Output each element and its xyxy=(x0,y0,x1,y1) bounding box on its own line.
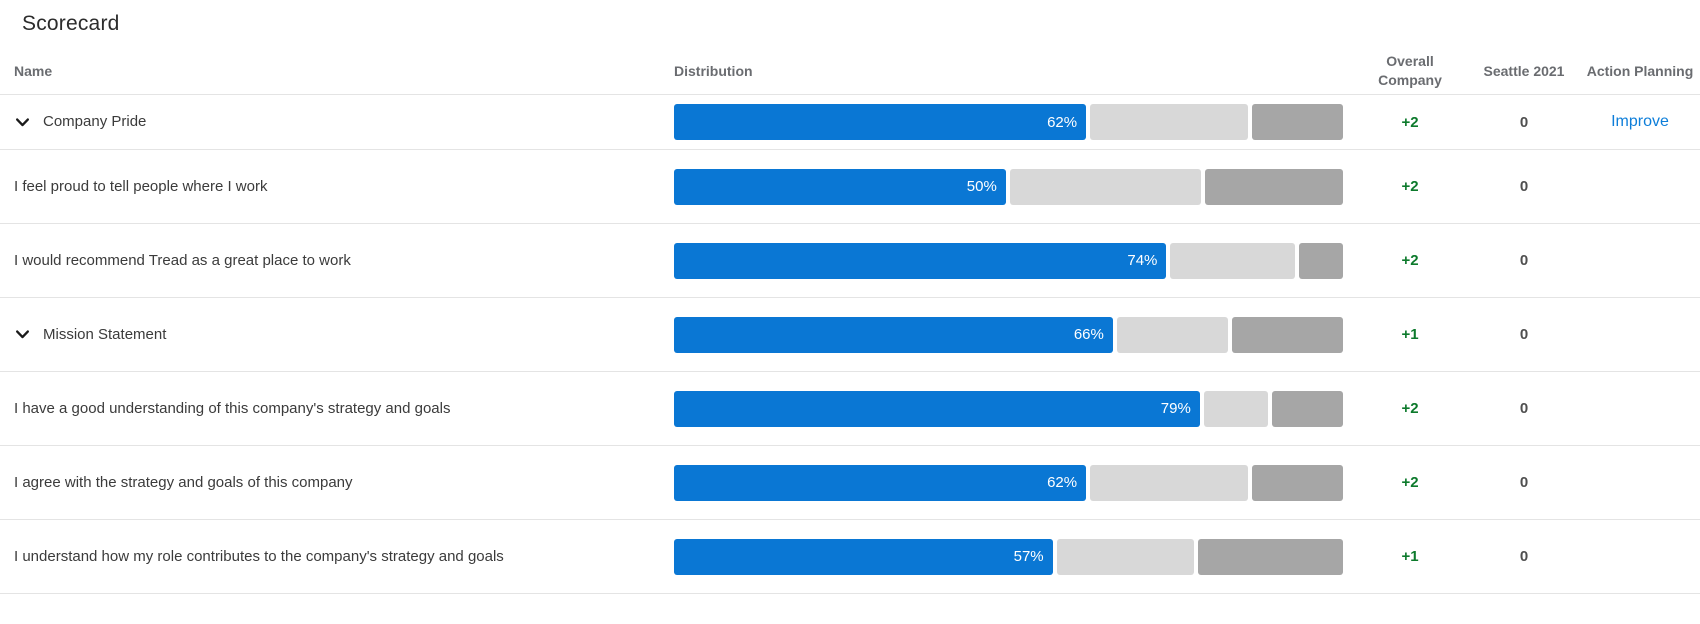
row-label: I understand how my role contributes to … xyxy=(14,547,504,565)
table-row: Company Pride 62% +2 0 Improve xyxy=(0,95,1700,150)
favorable-percent-label: 57% xyxy=(1013,548,1044,565)
name-cell: I agree with the strategy and goals of t… xyxy=(0,473,674,493)
neutral-segment xyxy=(1090,464,1248,501)
unfavorable-segment xyxy=(1205,168,1343,205)
distribution-bar: 79% xyxy=(674,390,1343,427)
favorable-segment: 62% xyxy=(674,464,1087,501)
overall-company-value: +1 xyxy=(1401,548,1419,565)
overall-company-value: +2 xyxy=(1401,178,1419,195)
name-cell: I feel proud to tell people where I work xyxy=(0,177,674,197)
unfavorable-segment xyxy=(1252,104,1343,140)
column-header-action-planning: Action Planning xyxy=(1586,62,1694,79)
favorable-segment: 50% xyxy=(674,168,1006,205)
seattle-2021-value: 0 xyxy=(1519,548,1529,565)
unfavorable-segment xyxy=(1252,464,1343,501)
favorable-percent-label: 62% xyxy=(1047,474,1078,491)
column-header-name: Name xyxy=(14,62,53,79)
unfavorable-segment xyxy=(1272,390,1343,427)
table-row: Mission Statement 66% +1 0 xyxy=(0,298,1700,372)
name-cell: I have a good understanding of this comp… xyxy=(0,399,674,419)
column-header-overall-company: Overall Company xyxy=(1378,53,1442,88)
row-label: Mission Statement xyxy=(43,325,167,343)
favorable-percent-label: 50% xyxy=(966,178,997,195)
favorable-percent-label: 62% xyxy=(1047,113,1078,131)
table-row: I understand how my role contributes to … xyxy=(0,520,1700,594)
column-header-seattle-2021: Seattle 2021 xyxy=(1483,62,1565,79)
overall-company-value: +2 xyxy=(1401,400,1419,417)
seattle-2021-value: 0 xyxy=(1519,474,1529,491)
table-row: I have a good understanding of this comp… xyxy=(0,372,1700,446)
name-cell: I understand how my role contributes to … xyxy=(0,547,674,567)
seattle-2021-value: 0 xyxy=(1519,113,1529,131)
favorable-percent-label: 74% xyxy=(1127,252,1158,269)
row-label: I would recommend Tread as a great place… xyxy=(14,251,351,269)
widget-title-bar: Scorecard xyxy=(0,0,1700,48)
table-row: I would recommend Tread as a great place… xyxy=(0,224,1700,298)
unfavorable-segment xyxy=(1231,316,1343,353)
name-cell: Company Pride xyxy=(0,112,674,132)
scorecard-table: Name Distribution Overall Company Seattl… xyxy=(0,48,1700,594)
row-label: I feel proud to tell people where I work xyxy=(14,177,268,195)
chevron-down-icon[interactable] xyxy=(14,326,31,343)
row-label: Company Pride xyxy=(43,113,147,131)
action-planning-link[interactable]: Improve xyxy=(1611,113,1669,130)
seattle-2021-value: 0 xyxy=(1519,326,1529,343)
neutral-segment xyxy=(1203,390,1269,427)
distribution-bar: 74% xyxy=(674,242,1343,279)
seattle-2021-value: 0 xyxy=(1519,400,1529,417)
table-row: I feel proud to tell people where I work… xyxy=(0,150,1700,224)
row-label: I agree with the strategy and goals of t… xyxy=(14,473,353,491)
neutral-segment xyxy=(1116,316,1228,353)
page-title: Scorecard xyxy=(22,12,120,35)
table-header-row: Name Distribution Overall Company Seattl… xyxy=(0,48,1700,95)
unfavorable-segment xyxy=(1198,538,1343,575)
name-cell: Mission Statement xyxy=(0,325,674,345)
favorable-segment: 66% xyxy=(674,316,1113,353)
overall-company-value: +2 xyxy=(1401,252,1419,269)
distribution-bar: 66% xyxy=(674,316,1343,353)
favorable-segment: 79% xyxy=(674,390,1200,427)
table-row: I agree with the strategy and goals of t… xyxy=(0,446,1700,520)
overall-company-value: +2 xyxy=(1401,113,1419,131)
distribution-bar: 62% xyxy=(674,464,1343,501)
overall-company-value: +2 xyxy=(1401,474,1419,491)
unfavorable-segment xyxy=(1298,242,1343,279)
action-planning-cell: Improve xyxy=(1580,113,1700,131)
favorable-segment: 57% xyxy=(674,538,1053,575)
neutral-segment xyxy=(1009,168,1202,205)
overall-company-value: +1 xyxy=(1401,326,1419,343)
favorable-segment: 62% xyxy=(674,104,1087,140)
favorable-segment: 74% xyxy=(674,242,1167,279)
favorable-percent-label: 66% xyxy=(1073,326,1104,343)
table-body: Company Pride 62% +2 0 Improve I feel pr… xyxy=(0,95,1700,594)
distribution-bar: 62% xyxy=(674,104,1343,140)
chevron-down-icon[interactable] xyxy=(14,114,31,131)
neutral-segment xyxy=(1090,104,1248,140)
neutral-segment xyxy=(1170,242,1295,279)
column-header-distribution: Distribution xyxy=(674,62,753,79)
seattle-2021-value: 0 xyxy=(1519,252,1529,269)
seattle-2021-value: 0 xyxy=(1519,178,1529,195)
neutral-segment xyxy=(1056,538,1195,575)
distribution-bar: 57% xyxy=(674,538,1343,575)
favorable-percent-label: 79% xyxy=(1160,400,1191,417)
distribution-bar: 50% xyxy=(674,168,1343,205)
name-cell: I would recommend Tread as a great place… xyxy=(0,251,674,271)
row-label: I have a good understanding of this comp… xyxy=(14,399,451,417)
